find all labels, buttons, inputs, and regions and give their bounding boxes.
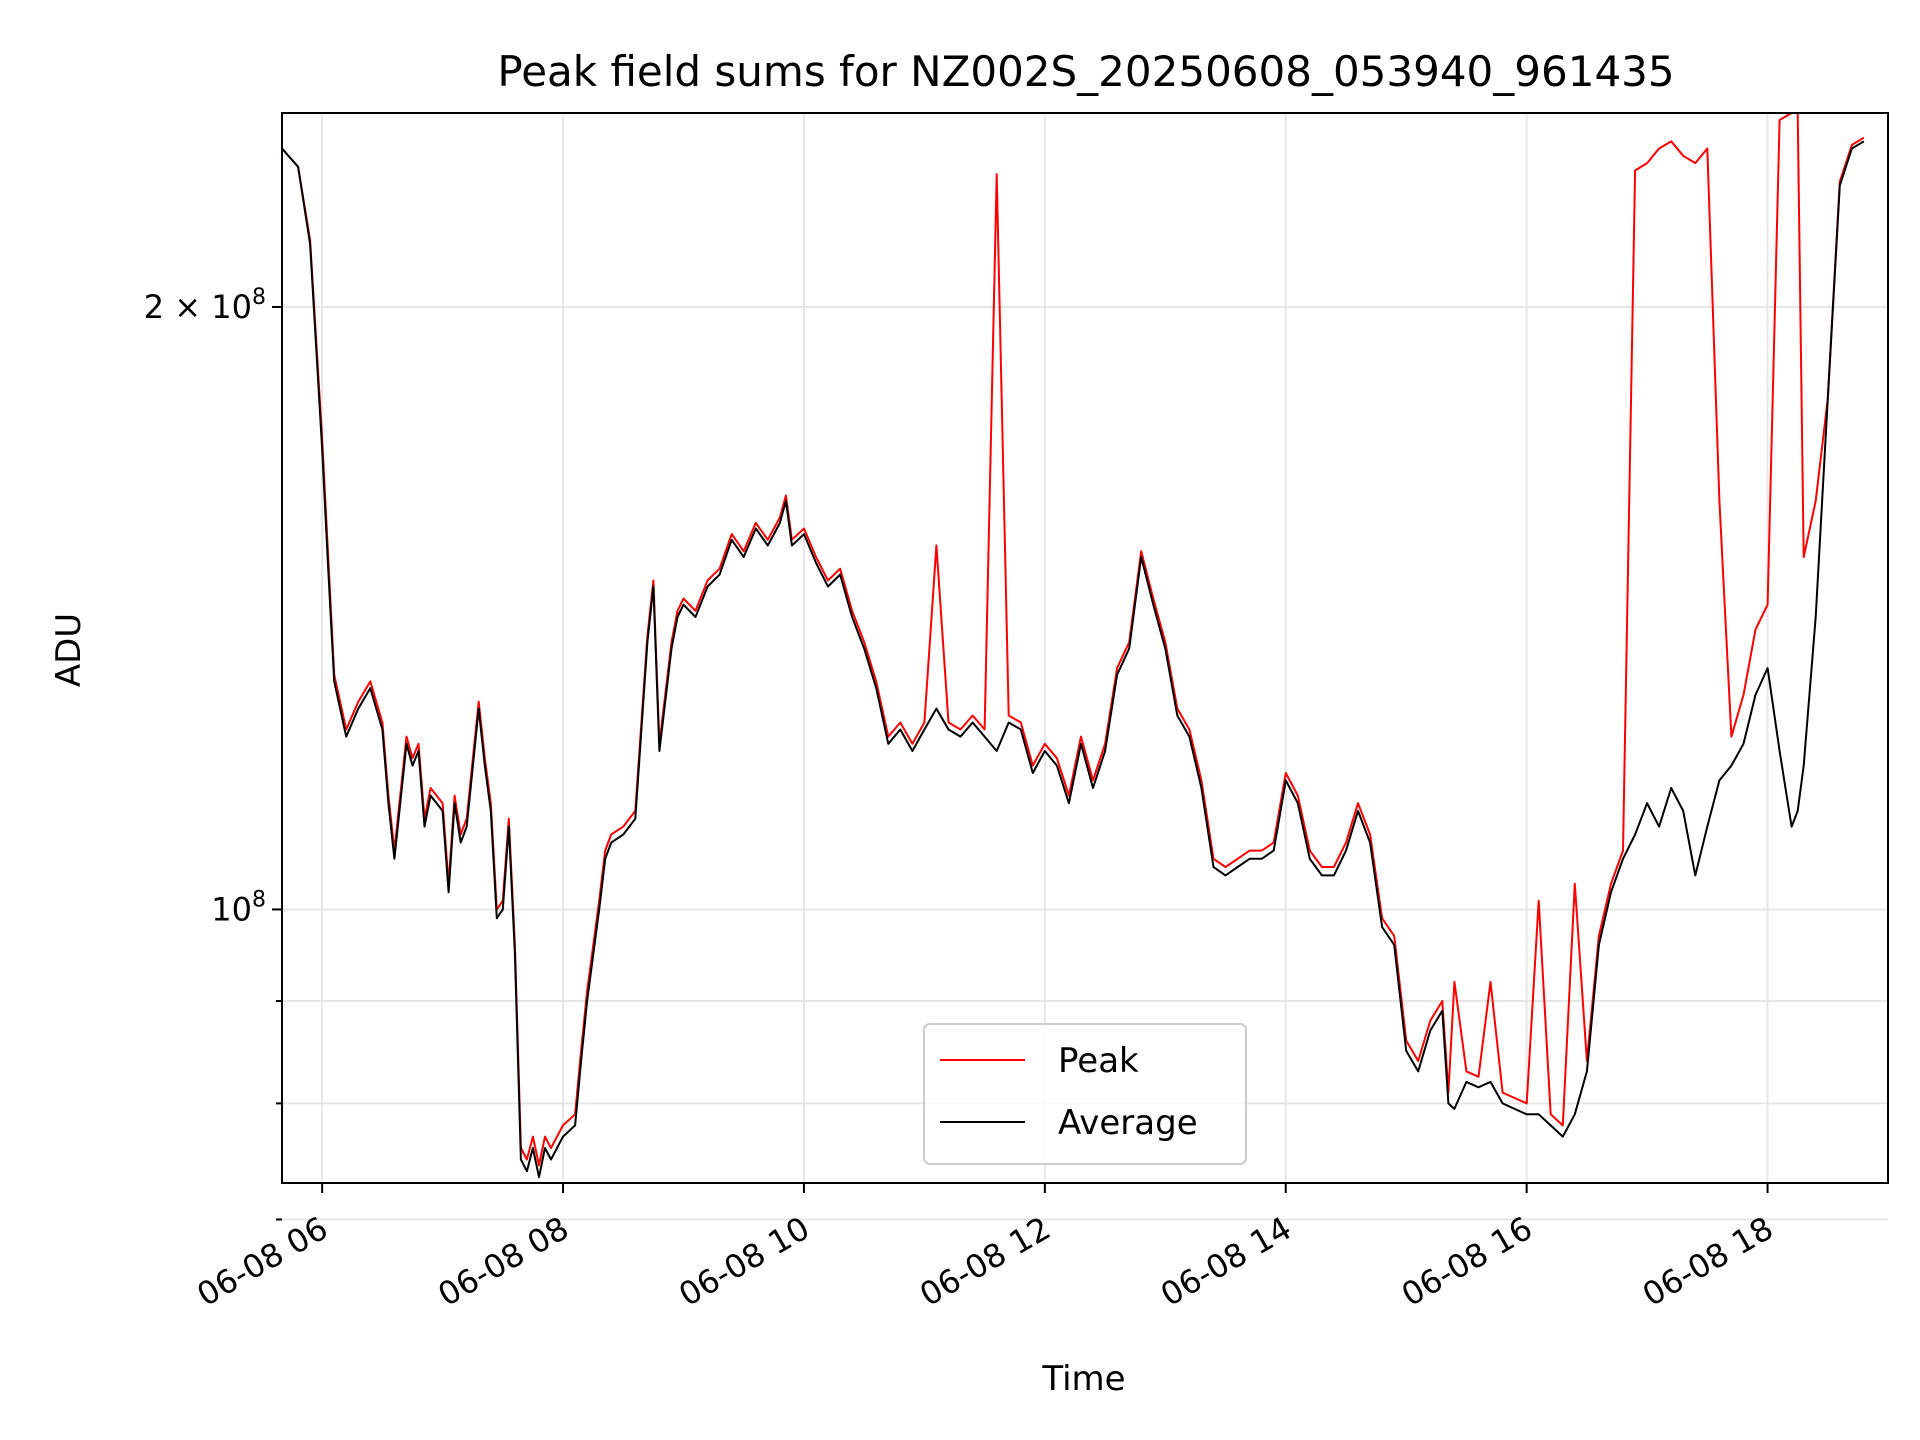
chart-title: Peak field sums for NZ002S_20250608_0539… — [497, 47, 1674, 96]
y-tick-label: 108 — [211, 887, 266, 928]
legend: Peak Average — [923, 1023, 1247, 1165]
series-layer — [281, 112, 1865, 1179]
y-axis-label: ADU — [49, 613, 89, 687]
y-axis: 108 2 × 108 — [144, 285, 282, 1221]
y-tick-label: 2 × 108 — [144, 285, 266, 326]
plot-frame — [281, 112, 1889, 1184]
legend-label-average: Average — [1058, 1103, 1198, 1143]
x-axis-label: Time — [1041, 1359, 1125, 1399]
series-line-average — [281, 140, 1865, 1179]
legend-label-peak: Peak — [1058, 1041, 1139, 1081]
